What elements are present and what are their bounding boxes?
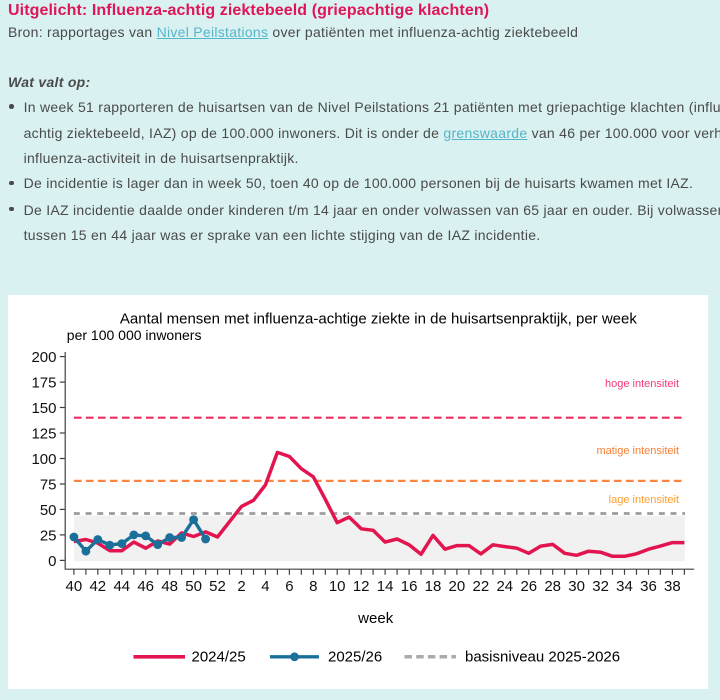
svg-text:6: 6 [285, 578, 293, 595]
svg-text:38: 38 [664, 578, 681, 595]
svg-text:20: 20 [449, 578, 466, 595]
svg-text:per 100 000 inwoners: per 100 000 inwoners [67, 327, 202, 343]
svg-text:2025/26: 2025/26 [328, 648, 382, 665]
svg-text:46: 46 [137, 578, 154, 595]
svg-text:48: 48 [161, 578, 178, 595]
svg-text:40: 40 [66, 578, 83, 595]
svg-text:30: 30 [568, 578, 585, 595]
svg-text:18: 18 [425, 578, 442, 595]
svg-text:0: 0 [48, 553, 56, 570]
svg-text:200: 200 [31, 349, 56, 366]
svg-text:34: 34 [616, 578, 633, 595]
svg-text:24: 24 [496, 578, 513, 595]
svg-text:Aantal mensen met influenza-ac: Aantal mensen met influenza-achtige ziek… [120, 310, 637, 327]
svg-text:36: 36 [640, 578, 657, 595]
svg-text:week: week [357, 610, 394, 627]
svg-text:75: 75 [40, 476, 57, 493]
svg-text:42: 42 [89, 578, 106, 595]
svg-text:basisniveau 2025-2026: basisniveau 2025-2026 [465, 648, 620, 665]
svg-text:10: 10 [329, 578, 346, 595]
svg-text:2: 2 [237, 578, 245, 595]
svg-text:14: 14 [377, 578, 394, 595]
svg-text:12: 12 [353, 578, 370, 595]
svg-text:8: 8 [309, 578, 317, 595]
svg-text:150: 150 [31, 400, 56, 417]
svg-text:44: 44 [113, 578, 130, 595]
svg-text:52: 52 [209, 578, 226, 595]
svg-text:lage intensiteit: lage intensiteit [609, 494, 679, 506]
svg-text:25: 25 [40, 527, 57, 544]
svg-text:hoge intensiteit: hoge intensiteit [605, 378, 679, 390]
svg-text:100: 100 [31, 451, 56, 468]
svg-text:2024/25: 2024/25 [192, 648, 246, 665]
svg-text:50: 50 [185, 578, 202, 595]
svg-text:matige intensiteit: matige intensiteit [596, 445, 679, 457]
svg-text:26: 26 [520, 578, 537, 595]
svg-text:16: 16 [401, 578, 418, 595]
svg-text:50: 50 [40, 502, 57, 519]
svg-text:22: 22 [473, 578, 490, 595]
svg-text:28: 28 [544, 578, 561, 595]
svg-text:4: 4 [261, 578, 269, 595]
svg-text:175: 175 [31, 375, 56, 392]
svg-text:32: 32 [592, 578, 609, 595]
svg-text:125: 125 [31, 425, 56, 442]
